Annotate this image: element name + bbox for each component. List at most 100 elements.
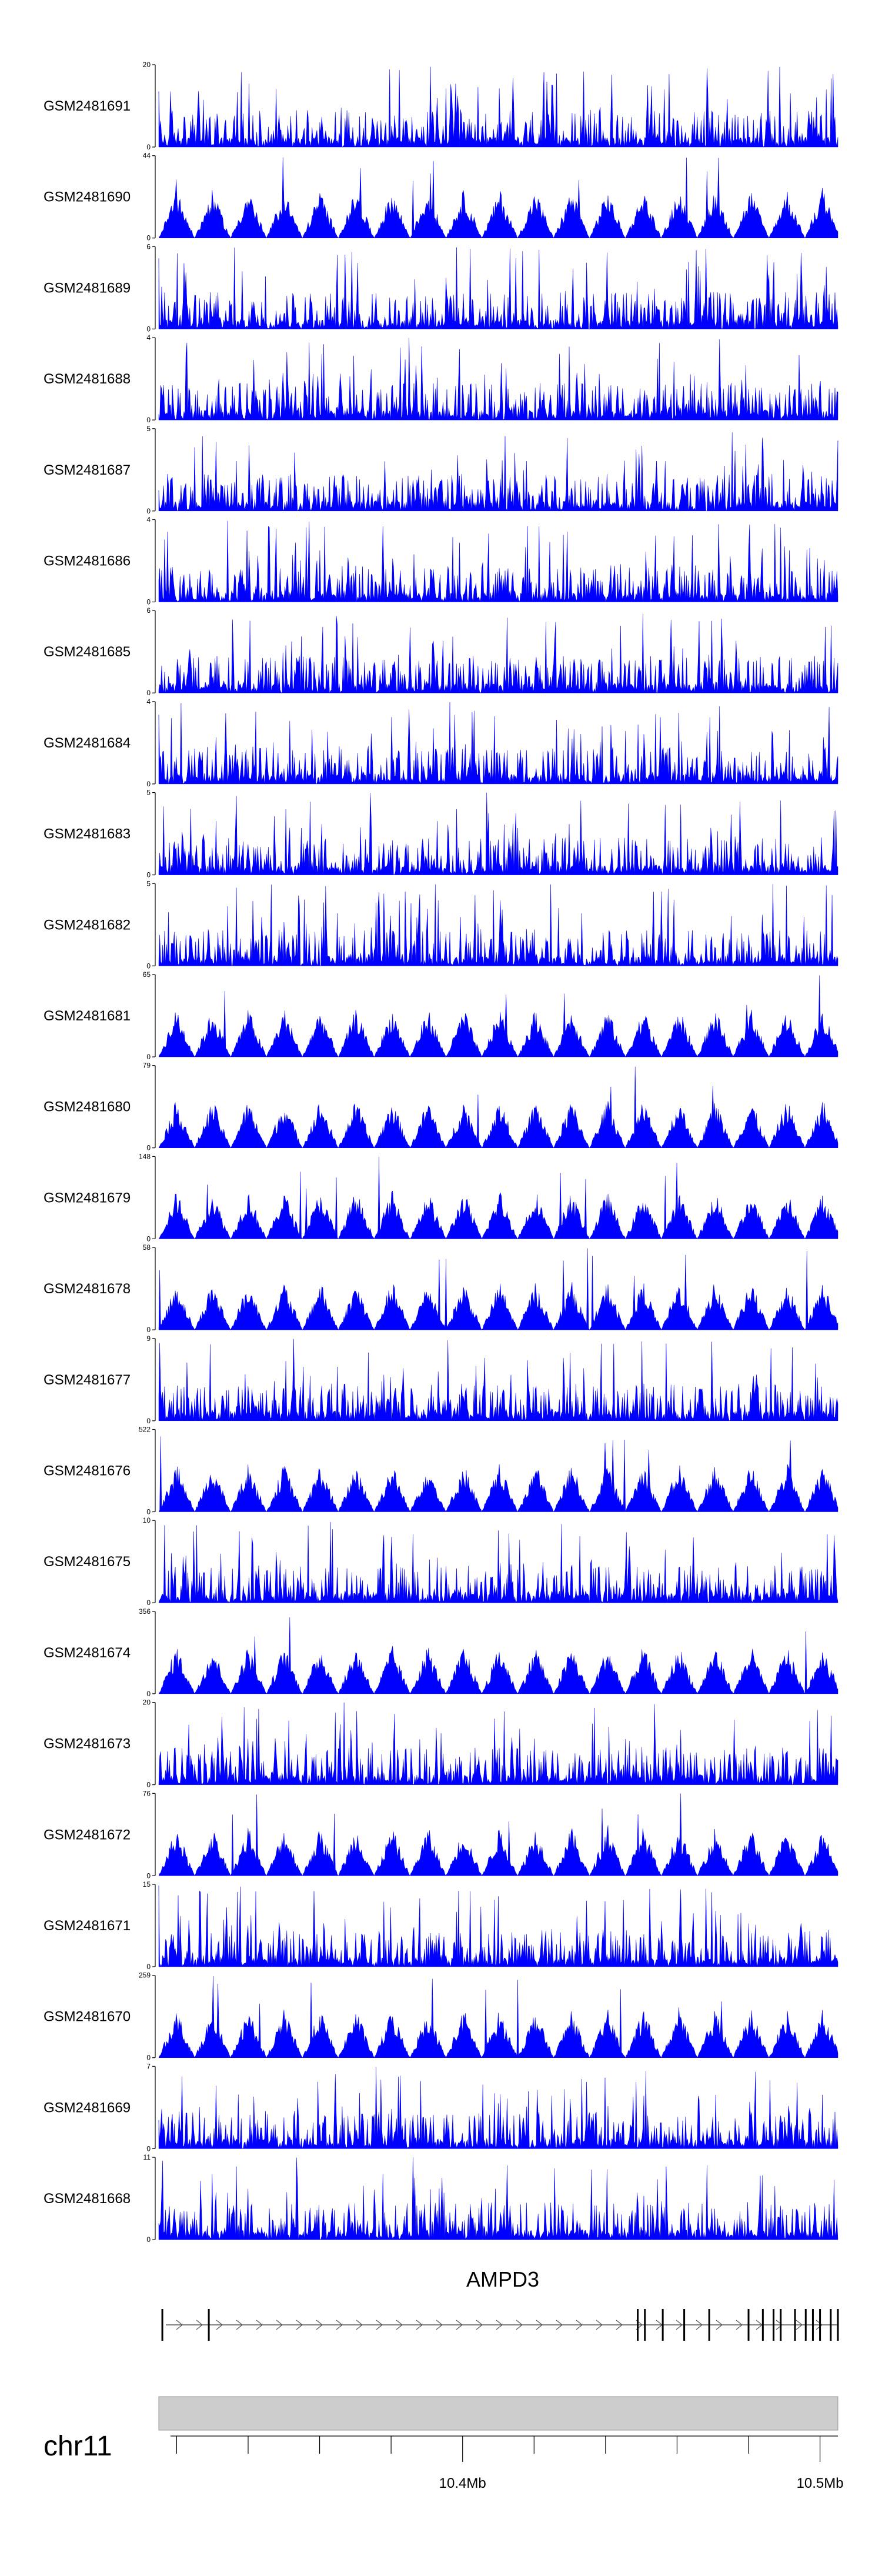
strand-arrow [296,2320,303,2330]
strand-arrow [676,2320,683,2330]
track-label: GSM2481673 [44,1736,131,1752]
track-ymin-label: 0 [146,1234,151,1243]
exon [804,2309,807,2341]
strand-arrow [316,2320,323,2330]
track-GSM2481669: GSM2481669 7 0 [44,2062,838,2153]
exon [208,2309,210,2341]
coverage-area [158,1066,838,1149]
track-label: GSM2481668 [44,2191,131,2207]
exon [161,2309,163,2341]
strand-arrow [196,2320,203,2330]
chromosome-axis: chr11 10.4Mb 10.5Mb [44,2396,844,2491]
track-ymin-label: 0 [146,1781,151,1789]
track-ymax-label: 4 [146,333,151,342]
track-label: GSM2481681 [44,1008,131,1024]
coverage-area [158,613,838,693]
track-ymin-label: 0 [146,1963,151,1971]
track-GSM2481668: GSM2481668 11 0 [44,2153,838,2244]
track-ymin-label: 0 [146,234,151,242]
track-ymin-label: 0 [146,1599,151,1607]
strand-arrow [596,2320,603,2330]
track-ymin-label: 0 [146,780,151,788]
axis-tick-label: 10.5Mb [797,2475,844,2491]
coverage-area [158,66,838,148]
track-label: GSM2481677 [44,1372,131,1388]
track-ymin-label: 0 [146,143,151,151]
strand-arrow [376,2320,383,2330]
track-ymin-label: 0 [146,689,151,697]
coverage-area [158,520,838,603]
track-ymax-label: 6 [146,242,151,251]
chromosome-label: chr11 [44,2431,112,2462]
exon [830,2309,832,2341]
track-ymax-label: 259 [139,1971,151,1980]
coverage-area [158,1793,838,1877]
track-label: GSM2481675 [44,1554,131,1570]
track-label: GSM2481684 [44,735,131,751]
strand-arrow [336,2320,343,2330]
coverage-tracks: GSM2481691200GSM2481690440GSM248168960GS… [44,61,838,2244]
track-ymin-label: 0 [146,507,151,515]
coverage-area [158,1702,838,1786]
track-GSM2481688: GSM2481688 4 0 [44,333,838,424]
track-label: GSM2481670 [44,2009,131,2025]
track-label: GSM2481676 [44,1463,131,1479]
exon [708,2309,710,2341]
track-GSM2481682: GSM2481682 5 0 [44,879,838,970]
coverage-area [158,884,838,966]
track-GSM2481686: GSM2481686 4 0 [44,516,838,606]
track-GSM2481683: GSM2481683 5 0 [44,789,838,879]
track-ymin-label: 0 [146,871,151,879]
exon [662,2309,664,2341]
track-GSM2481670: GSM2481670 259 0 [44,1971,838,2062]
track-label: GSM2481682 [44,917,131,933]
strand-arrow [616,2320,623,2330]
gene-track: AMPD3 [161,2267,839,2341]
track-ymax-label: 4 [146,698,151,706]
track-ymin-label: 0 [146,1144,151,1152]
track-ymax-label: 5 [146,789,151,797]
track-ymax-label: 356 [139,1607,151,1616]
track-GSM2481672: GSM2481672 76 0 [44,1789,838,1880]
coverage-area [158,1156,838,1240]
exon [837,2309,839,2341]
coverage-area [158,1248,838,1330]
gene-label: AMPD3 [466,2267,539,2291]
coverage-area [158,432,838,512]
strand-arrow [536,2320,543,2330]
track-label: GSM2481674 [44,1645,131,1661]
strand-arrow [256,2320,263,2330]
track-label: GSM2481671 [44,1918,131,1934]
track-ymax-label: 58 [143,1243,151,1252]
coverage-area [158,157,838,239]
track-GSM2481690: GSM2481690 44 0 [44,152,838,242]
track-ymax-label: 11 [143,2153,151,2161]
strand-arrow [436,2320,443,2330]
exon [637,2309,639,2341]
coverage-area [158,1436,838,1513]
coverage-area [158,1976,838,2058]
strand-arrow [516,2320,523,2330]
track-ymax-label: 4 [146,516,151,524]
strand-arrow [816,2320,823,2330]
coverage-area [158,975,838,1057]
track-label: GSM2481683 [44,826,131,842]
track-label: GSM2481688 [44,371,131,387]
track-GSM2481680: GSM2481680 79 0 [44,1062,838,1152]
track-ymin-label: 0 [146,1690,151,1698]
track-ymax-label: 20 [143,1699,151,1707]
track-ymin-label: 0 [146,325,151,333]
track-ymin-label: 0 [146,416,151,424]
track-ymax-label: 5 [146,879,151,887]
coverage-area [158,2067,838,2150]
strand-arrow [396,2320,403,2330]
track-ymax-label: 15 [143,1880,151,1888]
track-ymin-label: 0 [146,2054,151,2062]
track-GSM2481679: GSM2481679 148 0 [44,1152,838,1243]
coverage-area [158,1886,838,1967]
track-ymin-label: 0 [146,1417,151,1425]
track-ymin-label: 0 [146,2144,151,2153]
strand-arrow [456,2320,463,2330]
track-GSM2481676: GSM2481676 522 0 [44,1426,838,1516]
